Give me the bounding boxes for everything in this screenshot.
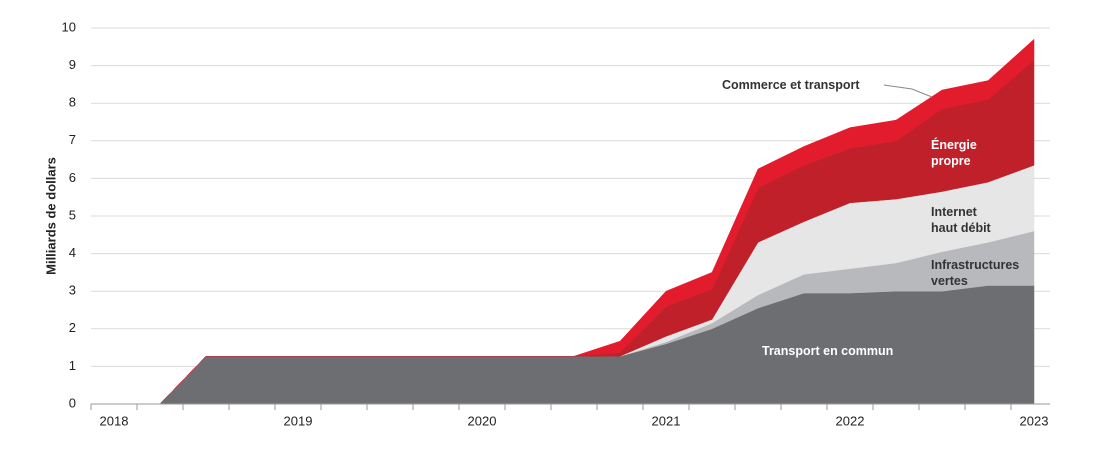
y-tick-label: 6 [69, 170, 76, 185]
series-label: Commerce et transport [722, 78, 860, 92]
series-label: Énergie propre [931, 138, 977, 168]
area [159, 38, 1035, 405]
x-tick-label: 2020 [468, 413, 497, 428]
series-label: Infrastructures vertes [931, 258, 1020, 288]
x-tick-label: 2023 [1020, 413, 1049, 428]
x-tick-label: 2019 [284, 413, 313, 428]
y-tick-label: 5 [69, 207, 76, 222]
y-tick-label: 3 [69, 283, 76, 298]
y-tick-label: 7 [69, 132, 76, 147]
x-tick-label: 2022 [836, 413, 865, 428]
y-tick-label: 10 [62, 19, 76, 34]
y-axis-label: Milliards de dollars [43, 157, 58, 275]
y-tick-label: 2 [69, 320, 76, 335]
x-tick-label: 2018 [100, 413, 129, 428]
y-tick-label: 9 [69, 57, 76, 72]
y-tick-label: 4 [69, 245, 76, 260]
leader-line [883, 84, 933, 98]
y-tick-label: 0 [69, 395, 76, 410]
x-tick-label: 2021 [652, 413, 681, 428]
series-label: Internet haut débit [931, 205, 991, 235]
series-label: Transport en commun [762, 344, 894, 358]
y-tick-label: 1 [69, 358, 76, 373]
y-tick-label: 8 [69, 95, 76, 110]
